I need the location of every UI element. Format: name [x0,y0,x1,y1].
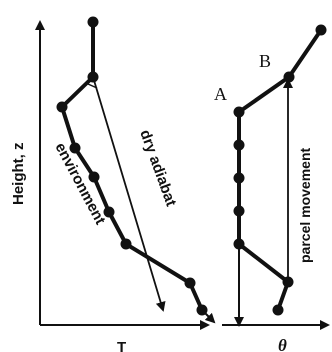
profile-point [282,276,294,288]
right-points [233,24,327,316]
profile-point [272,304,284,316]
profile-point [233,172,245,184]
point-a-label: A [214,84,227,104]
dry-adiabat-tail [87,83,98,89]
left-y-axis-label: Height, z [10,143,27,206]
dry-adiabat-arrow [92,76,166,312]
profile-point-a [233,106,245,118]
parcel-movement-label: parcel movement [297,148,313,263]
profile-point [233,238,245,250]
environment-arrow-tip [201,309,216,324]
upper-profile-line [237,28,323,114]
profile-point [233,205,245,217]
right-x-axis-label: θ [278,336,287,352]
environment-point [88,171,100,183]
profile-point [315,24,327,36]
point-b-label: B [259,51,271,71]
profile-point-b [283,71,295,83]
left-x-axis-label: T [117,339,126,352]
environment-profile-line [60,22,204,311]
environment-point [120,238,132,250]
environment-point [184,277,196,289]
dry-adiabat-label: dry adiabat [136,128,179,209]
environment-points [56,16,208,316]
environment-point [87,16,99,28]
left-panel: Height, z T environment dry adiabat [10,16,216,352]
profile-point [233,139,245,151]
right-panel: A B parcel movement θ [214,24,330,352]
environment-point [69,142,81,154]
environment-point [56,101,68,113]
environment-point [103,206,115,218]
lower-profile-line [237,242,290,311]
